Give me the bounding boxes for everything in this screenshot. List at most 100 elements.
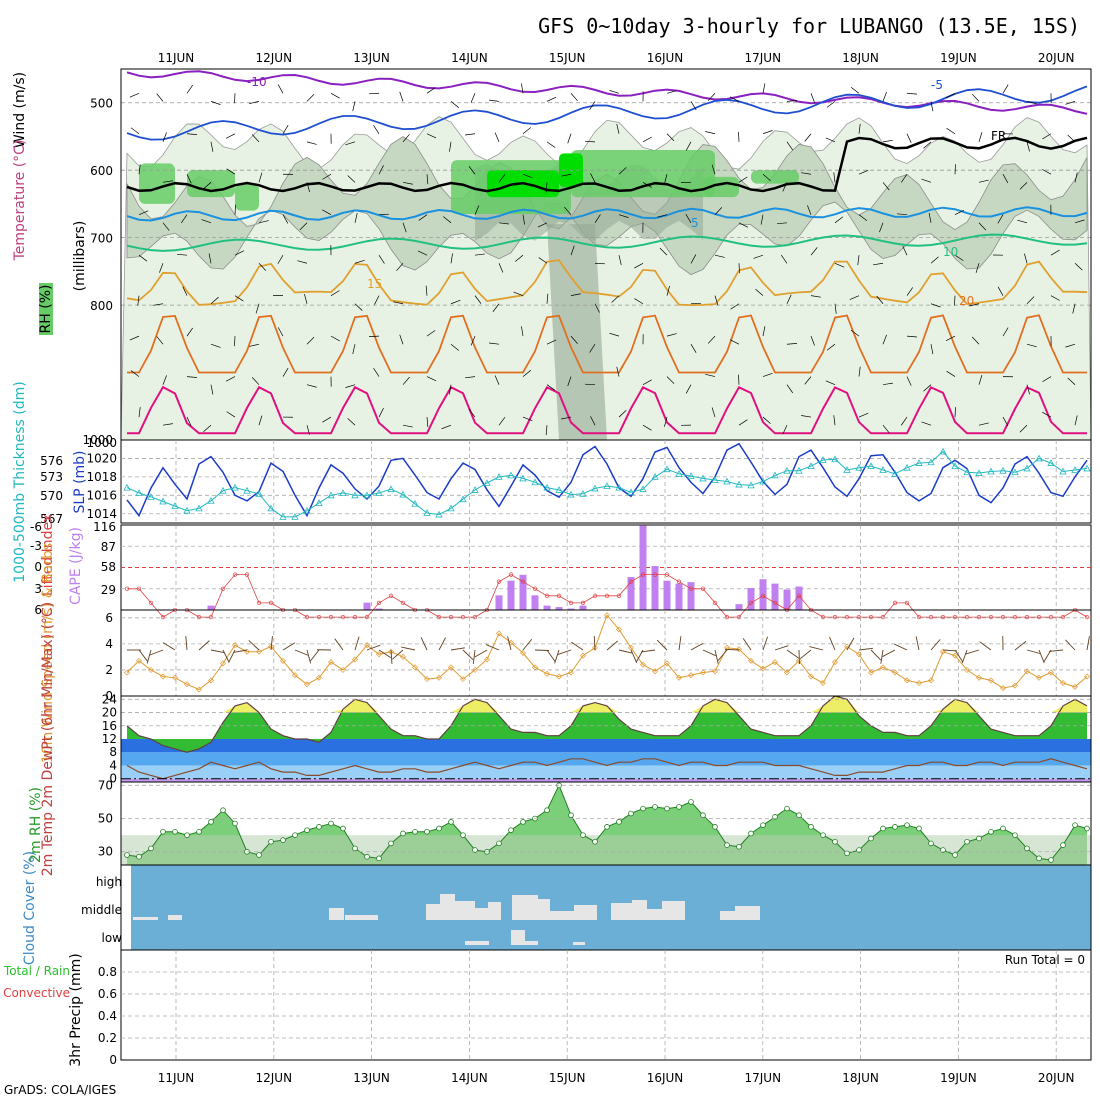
rh-point: [820, 832, 826, 838]
lifted-index-point: [340, 614, 346, 620]
wind-barb: [474, 253, 485, 256]
wind-barb: [203, 424, 212, 432]
wind-speed-point: [700, 669, 706, 676]
wind-barb: [810, 247, 818, 256]
wind-tick: 0: [105, 689, 113, 703]
lifted-index-line: [127, 574, 1088, 618]
wind-barb: [1042, 169, 1052, 175]
thickness-point: [207, 496, 215, 504]
wind-barb: [584, 383, 596, 386]
thickness-point: [747, 481, 755, 489]
cloud-block: [329, 908, 344, 920]
thickness-point: [891, 469, 899, 477]
wind-barb: [971, 93, 980, 102]
wind-barb: [786, 342, 797, 345]
lifted-index-point: [748, 600, 754, 606]
rh-point: [724, 842, 730, 848]
wind-barb: [690, 344, 697, 353]
thickness-tick: 576: [40, 454, 63, 468]
wind-barb-10m: [880, 649, 884, 664]
lifted-index-point: [568, 600, 574, 606]
cloud-block: [647, 909, 662, 920]
cape-tick: 87: [101, 540, 116, 554]
wind-barb: [1019, 182, 1028, 190]
wind-barb-10m: [799, 649, 812, 660]
wind-barb: [618, 214, 629, 218]
wind-barb: [1042, 376, 1052, 383]
wind-barb: [545, 182, 548, 193]
date-label-bottom: 15JUN: [549, 1071, 586, 1085]
thickness-point: [903, 463, 911, 471]
wind-barb: [923, 384, 932, 392]
wind-speed-point: [796, 657, 802, 664]
thickness-tick: 573: [40, 470, 63, 484]
temp-contour-5: [126, 206, 1088, 222]
wind-barb: [182, 286, 188, 296]
rh-point: [1000, 825, 1006, 832]
wind-barb: [978, 222, 987, 231]
thickness-point: [255, 489, 263, 497]
rh-point: [784, 805, 790, 812]
wind-speed-point: [160, 673, 166, 680]
thickness-point: [1059, 467, 1067, 475]
wind-barb: [978, 422, 989, 426]
wind-barb: [546, 384, 556, 391]
wind-barb: [378, 254, 385, 264]
cape-bar: [735, 604, 743, 610]
wind-barb: [858, 123, 861, 134]
cape-bar: [675, 583, 683, 610]
wind-barb: [729, 339, 740, 345]
rh-point: [1012, 832, 1018, 838]
cape-bar: [627, 577, 635, 610]
wind-barb: [946, 128, 956, 135]
wind-barb: [753, 254, 764, 259]
wind-barb: [138, 407, 141, 418]
wind-barb: [609, 332, 620, 337]
wind-barb: [304, 293, 308, 304]
wind-barb: [249, 101, 260, 104]
temp-contour-label: 15: [367, 277, 382, 291]
wind-barb: [426, 174, 429, 185]
wind-barb-10m: [641, 649, 656, 653]
rh-point: [592, 838, 598, 845]
wind-barb: [297, 260, 308, 264]
rh-tick: 50: [98, 812, 113, 826]
rh-point: [652, 804, 658, 810]
wind-barb: [417, 250, 428, 256]
cloud-block: [440, 894, 455, 920]
wind-barb-10m: [554, 649, 560, 664]
wind-speed-point: [448, 664, 454, 671]
wind-barb: [807, 205, 812, 215]
wind-barb: [945, 92, 956, 99]
wind-barb-10m: [378, 649, 391, 659]
wind-barb-10m: [678, 636, 682, 651]
cape-bar: [519, 574, 527, 610]
pressure-tick: 700: [90, 232, 113, 246]
wind-barb: [330, 290, 340, 296]
rh-point: [856, 847, 862, 853]
wind-barb: [826, 101, 836, 108]
wind-barb: [489, 99, 500, 102]
cape-bar: [543, 605, 551, 610]
wind-barb: [921, 421, 932, 426]
thickness-point: [471, 486, 479, 493]
wind-barb: [306, 425, 310, 435]
lifted-index-point: [1024, 614, 1030, 620]
wind-barb: [618, 255, 622, 265]
thickness-point: [651, 473, 659, 480]
date-label-bottom: 13JUN: [353, 1071, 390, 1085]
precip-panel: Run Total = 0 0.8 0.6 0.4 0.2 0: [98, 949, 1092, 1067]
wind-tick: 4: [105, 637, 113, 651]
wind-barb-10m: [366, 644, 381, 651]
wind-barb: [945, 335, 956, 341]
lifted-index-point: [892, 600, 898, 606]
wind-barb: [441, 181, 452, 187]
wind-barb-10m: [702, 649, 716, 657]
wind-barb-10m: [282, 642, 296, 651]
wind-barb: [186, 376, 197, 378]
rh-point: [988, 828, 994, 835]
wind-barb: [642, 136, 652, 143]
thickness-point: [543, 483, 551, 491]
wind-barb-10m: [915, 636, 920, 651]
temp-contour-20: [127, 314, 1087, 374]
